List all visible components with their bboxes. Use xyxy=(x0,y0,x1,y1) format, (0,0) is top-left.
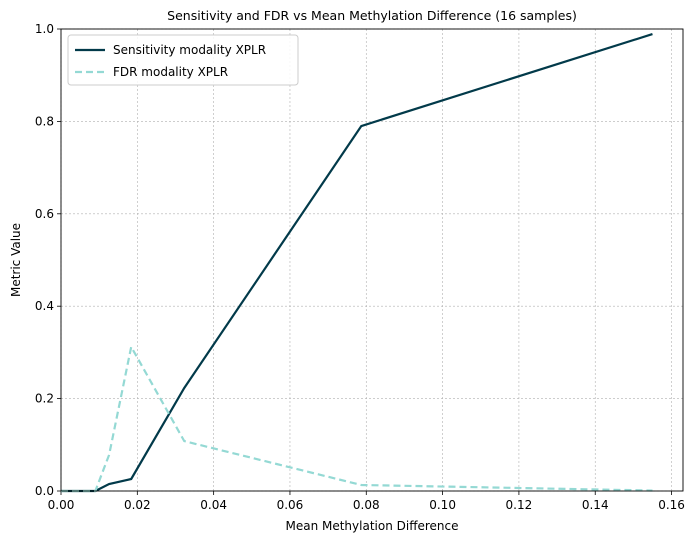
y-tick-label: 0.6 xyxy=(35,207,54,221)
x-tick-label: 0.14 xyxy=(582,498,609,512)
x-tick-label: 0.16 xyxy=(658,498,685,512)
y-tick-label: 0.0 xyxy=(35,484,54,498)
x-tick-label: 0.08 xyxy=(353,498,380,512)
legend-label: Sensitivity modality XPLR xyxy=(113,43,266,57)
plot-frame xyxy=(60,28,684,492)
y-tick-label: 1.0 xyxy=(35,22,54,36)
x-tick-label: 0.12 xyxy=(506,498,533,512)
chart-title: Sensitivity and FDR vs Mean Methylation … xyxy=(167,8,577,23)
x-tick-label: 0.00 xyxy=(48,498,75,512)
y-tick-label: 0.8 xyxy=(35,114,54,128)
y-axis-label: Metric Value xyxy=(9,223,23,297)
y-tick-label: 0.4 xyxy=(35,299,54,313)
x-tick-label: 0.04 xyxy=(200,498,227,512)
legend-box xyxy=(67,34,299,86)
x-tick-label: 0.10 xyxy=(429,498,456,512)
y-tick-label: 0.2 xyxy=(35,392,54,406)
series-line xyxy=(61,33,653,493)
legend-label: FDR modality XPLR xyxy=(113,65,228,79)
x-axis-label: Mean Methylation Difference xyxy=(285,519,458,533)
x-tick-label: 0.06 xyxy=(277,498,304,512)
x-tick-label: 0.02 xyxy=(124,498,151,512)
series-line xyxy=(61,343,653,493)
